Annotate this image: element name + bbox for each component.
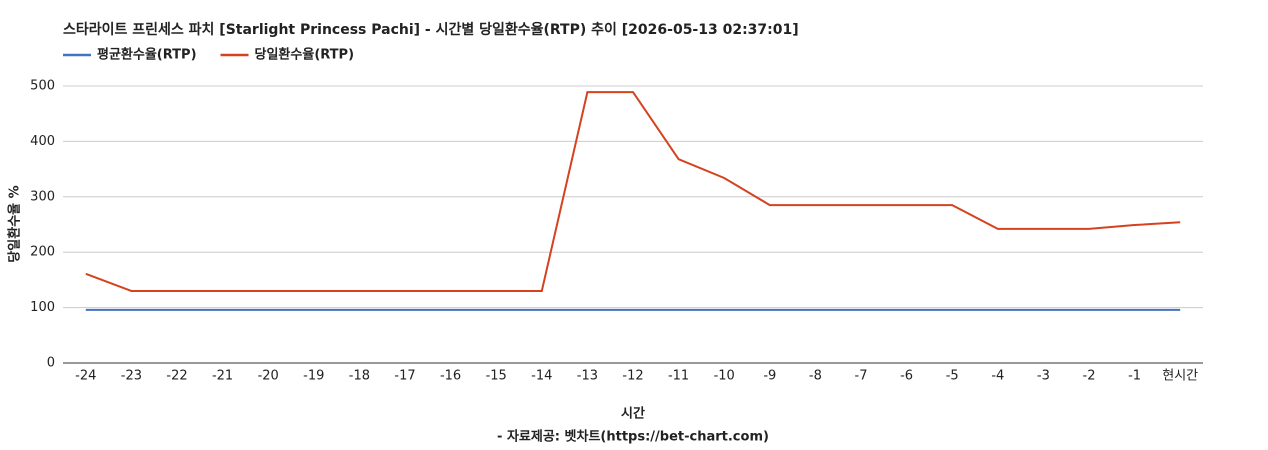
x-tick-label: -8 bbox=[809, 369, 822, 384]
x-tick-label: -9 bbox=[763, 369, 776, 384]
legend-label: 평균환수율(RTP) bbox=[97, 47, 197, 63]
x-tick-label: -15 bbox=[486, 369, 507, 384]
footer: - 자료제공: 벳차트(https://bet-chart.com) bbox=[497, 429, 769, 445]
x-tick-label: -23 bbox=[121, 369, 142, 384]
x-tick-label: -13 bbox=[577, 369, 598, 384]
x-tick-label: -11 bbox=[668, 369, 689, 384]
x-tick-label: -6 bbox=[900, 369, 913, 384]
x-tick-label: -4 bbox=[991, 369, 1004, 384]
y-tick-label: 400 bbox=[30, 134, 55, 149]
x-tick-label: -1 bbox=[1128, 369, 1141, 384]
x-tick-label: -10 bbox=[714, 369, 735, 384]
x-tick-label: -17 bbox=[394, 369, 415, 384]
x-tick-label: 현시간 bbox=[1162, 369, 1198, 384]
x-tick-label: -24 bbox=[75, 369, 96, 384]
y-axis-label: 당일환수율 % bbox=[7, 185, 23, 262]
x-tick-label: -21 bbox=[212, 369, 233, 384]
y-tick-label: 0 bbox=[47, 356, 55, 371]
x-axis-label: 시간 bbox=[621, 406, 645, 422]
x-tick-label: -3 bbox=[1037, 369, 1050, 384]
x-tick-label: -18 bbox=[349, 369, 370, 384]
y-tick-label: 300 bbox=[30, 189, 55, 204]
x-tick-label: -19 bbox=[303, 369, 324, 384]
x-tick-label: -20 bbox=[258, 369, 279, 384]
x-tick-label: -14 bbox=[531, 369, 552, 384]
x-tick-label: -16 bbox=[440, 369, 461, 384]
x-tick-label: -22 bbox=[166, 369, 187, 384]
x-tick-label: -7 bbox=[855, 369, 868, 384]
y-tick-label: 200 bbox=[30, 245, 55, 260]
x-tick-label: -5 bbox=[946, 369, 959, 384]
y-tick-label: 100 bbox=[30, 300, 55, 315]
y-tick-label: 500 bbox=[30, 79, 55, 94]
legend-label: 당일환수율(RTP) bbox=[255, 47, 355, 63]
x-tick-label: -12 bbox=[622, 369, 643, 384]
series-line bbox=[85, 91, 1181, 292]
x-tick-label: -2 bbox=[1083, 369, 1096, 384]
chart-title: 스타라이트 프린세스 파치 [Starlight Princess Pachi]… bbox=[63, 21, 799, 38]
